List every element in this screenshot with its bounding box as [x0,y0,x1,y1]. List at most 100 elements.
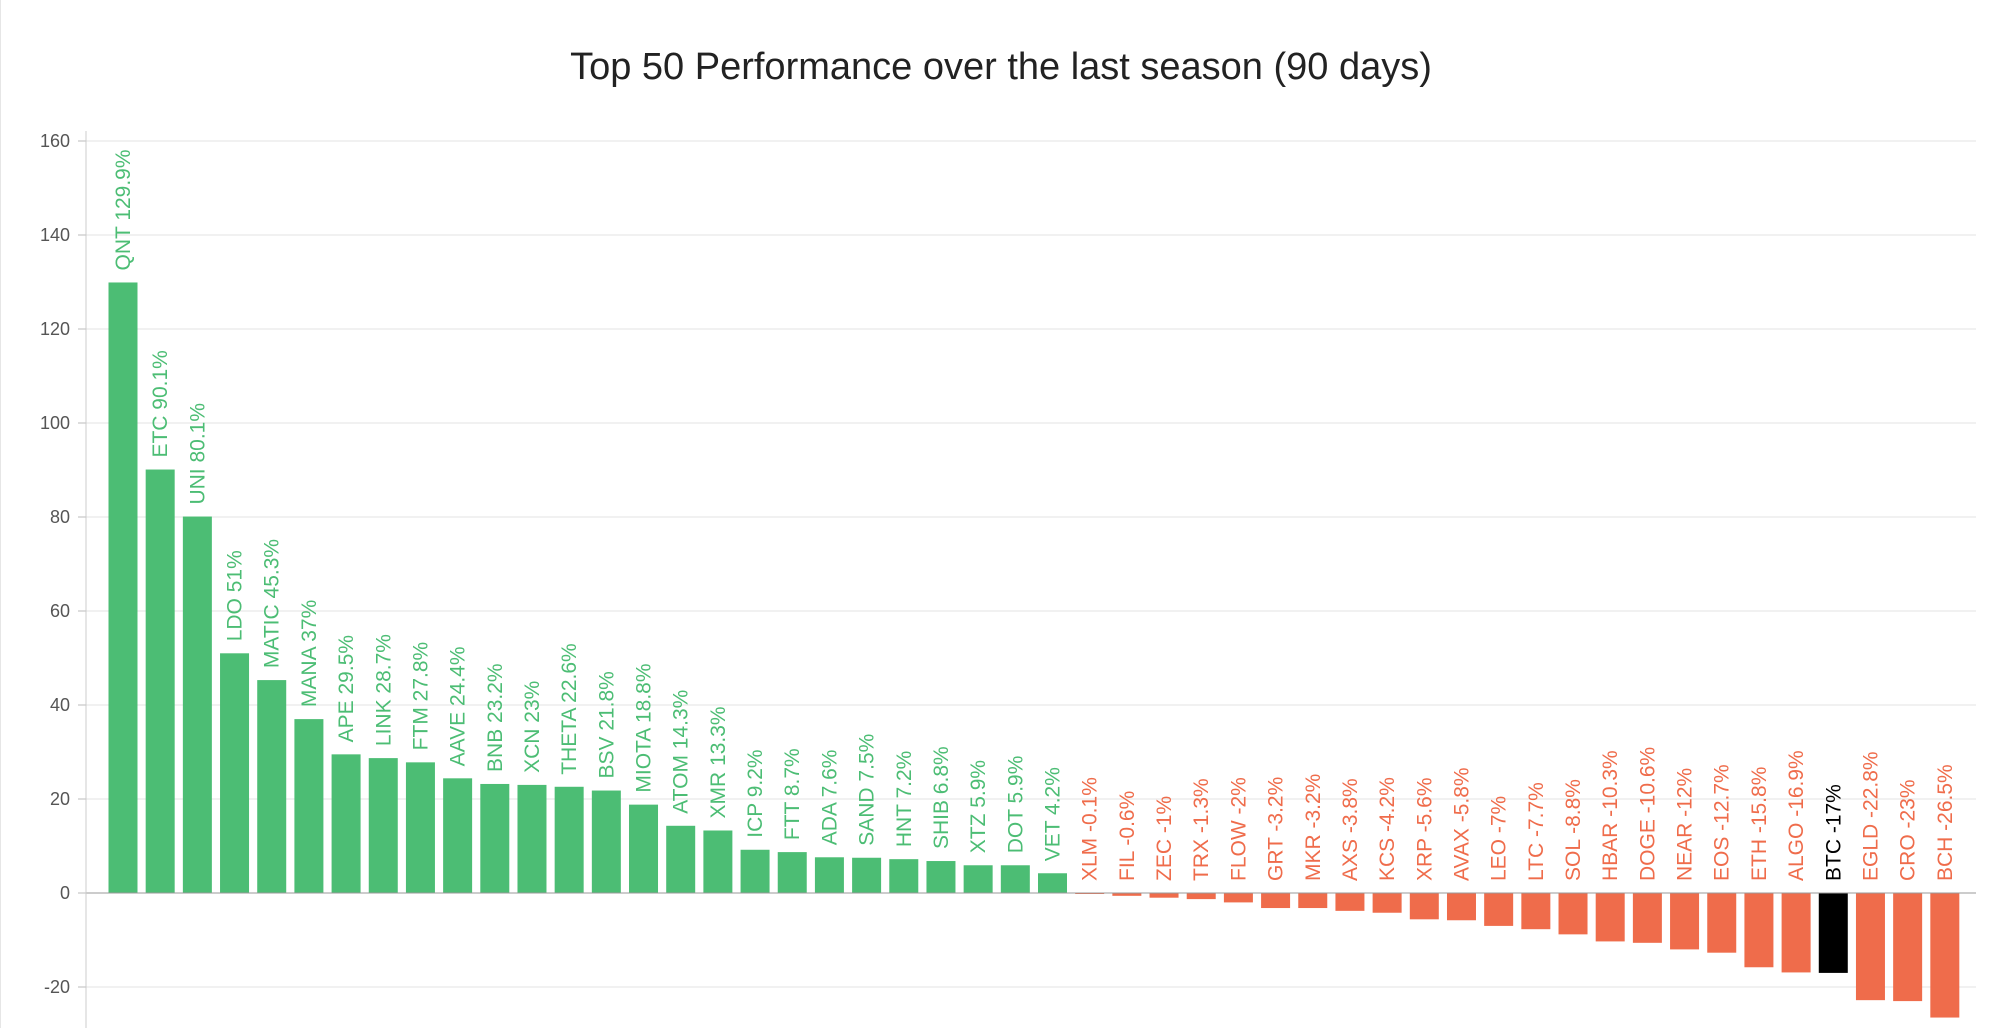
bar-label-ftt: FTT 8.7% [781,748,804,840]
bar-label-hnt: HNT 7.2% [893,751,916,847]
y-tick-label: -20 [44,977,70,997]
bar-bch[interactable] [1930,893,1960,1018]
bar-label-near: NEAR -12% [1674,768,1697,881]
bar-ldo[interactable] [220,653,250,893]
y-tick-label: 0 [60,883,70,903]
bar-ftt[interactable] [777,852,807,893]
bar-label-kcs: KCS -4.2% [1376,777,1399,881]
bar-label-xlm: XLM -0.1% [1079,777,1102,881]
bar-etc[interactable] [145,469,175,893]
bar-aave[interactable] [443,778,473,893]
bar-icp[interactable] [740,849,770,893]
bar-label-vet: VET 4.2% [1042,767,1065,861]
y-tick-label: 80 [50,507,70,527]
bar-label-xcn: XCN 23% [521,681,544,773]
bar-flow[interactable] [1223,893,1253,903]
bar-label-zec: ZEC -1% [1153,796,1176,881]
bar-hnt[interactable] [889,859,919,893]
bar-label-btc: BTC -17% [1822,784,1845,881]
bar-eos[interactable] [1707,893,1737,953]
bar-ftm[interactable] [405,762,435,893]
bar-xtz[interactable] [963,865,993,893]
y-tick-label: 20 [50,789,70,809]
bar-btc[interactable] [1818,893,1848,973]
bar-miota[interactable] [629,804,659,893]
bar-label-bch: BCH -26.5% [1934,764,1957,881]
bar-mkr[interactable] [1298,893,1328,909]
bar-label-eos: EOS -12.7% [1711,764,1734,881]
bar-dot[interactable] [1000,865,1030,893]
bar-ada[interactable] [814,857,844,893]
grid-lines [78,140,1976,988]
y-tick-label: 40 [50,695,70,715]
bar-algo[interactable] [1781,893,1811,973]
bar-label-doge: DOGE -10.6% [1636,747,1659,881]
bar-near[interactable] [1670,893,1700,950]
bar-trx[interactable] [1186,893,1216,900]
bar-matic[interactable] [257,680,287,893]
bar-xcn[interactable] [517,784,547,893]
bar-grt[interactable] [1261,893,1291,909]
bar-label-matic: MATIC 45.3% [261,539,284,668]
bar-xmr[interactable] [703,830,733,893]
chart-title: Top 50 Performance over the last season … [570,46,1432,88]
bars [108,282,1960,1018]
bar-link[interactable] [368,758,398,893]
bar-label-trx: TRX -1.3% [1190,778,1213,881]
bar-cro[interactable] [1893,893,1923,1002]
bar-egld[interactable] [1855,893,1885,1001]
y-tick-label: 100 [40,413,70,433]
bar-label-axs: AXS -3.8% [1339,778,1362,881]
bar-label-algo: ALGO -16.9% [1785,750,1808,881]
bar-bnb[interactable] [480,783,510,893]
bar-label-icp: ICP 9.2% [744,749,767,837]
bar-mana[interactable] [294,719,324,893]
bar-label-bnb: BNB 23.2% [484,663,507,772]
bar-vet[interactable] [1038,873,1067,893]
bar-label-shib: SHIB 6.8% [930,746,953,849]
bar-xrp[interactable] [1409,893,1439,920]
bar-label-leo: LEO -7% [1488,796,1511,881]
bar-fil[interactable] [1112,893,1142,896]
y-tick-label: 140 [40,225,70,245]
bar-eth[interactable] [1744,893,1774,968]
bar-sol[interactable] [1558,893,1588,935]
bar-doge[interactable] [1632,893,1662,943]
bar-atom[interactable] [666,825,696,893]
bar-label-xrp: XRP -5.6% [1413,778,1436,882]
bar-label-ltc: LTC -7.7% [1525,782,1548,881]
bar-label-theta: THETA 22.6% [558,643,581,775]
bar-axs[interactable] [1335,893,1365,911]
bar-label-aave: AAVE 24.4% [447,646,470,766]
bar-label-uni: UNI 80.1% [186,403,209,505]
bar-label-xmr: XMR 13.3% [707,706,730,818]
bar-bsv[interactable] [591,790,621,893]
bar-label-ape: APE 29.5% [335,635,358,742]
bar-label-bsv: BSV 21.8% [595,671,618,778]
y-tick-label: 160 [40,131,70,151]
bar-leo[interactable] [1484,893,1514,926]
bar-uni[interactable] [182,516,212,893]
bar-zec[interactable] [1149,893,1179,898]
bar-label-xtz: XTZ 5.9% [967,760,990,853]
bar-label-sol: SOL -8.8% [1562,779,1585,881]
bar-ltc[interactable] [1521,893,1551,930]
bar-shib[interactable] [926,861,956,893]
bar-label-hbar: HBAR -10.3% [1599,750,1622,881]
bar-label-grt: GRT -3.2% [1265,777,1288,881]
bar-hbar[interactable] [1595,893,1625,942]
y-tick-label: 60 [50,601,70,621]
bar-label-cro: CRO -23% [1897,779,1920,881]
bar-label-ldo: LDO 51% [224,550,247,641]
bar-sand[interactable] [852,857,882,893]
bar-label-egld: EGLD -22.8% [1859,751,1882,881]
bar-theta[interactable] [554,786,584,893]
bar-label-qnt: QNT 129.9% [112,149,135,270]
bar-ape[interactable] [331,754,361,893]
bar-label-dot: DOT 5.9% [1004,756,1027,854]
bar-label-avax: AVAX -5.8% [1450,767,1473,881]
bar-label-fil: FIL -0.6% [1116,791,1139,881]
bar-kcs[interactable] [1372,893,1402,913]
bar-avax[interactable] [1446,893,1476,921]
bar-qnt[interactable] [108,282,138,894]
